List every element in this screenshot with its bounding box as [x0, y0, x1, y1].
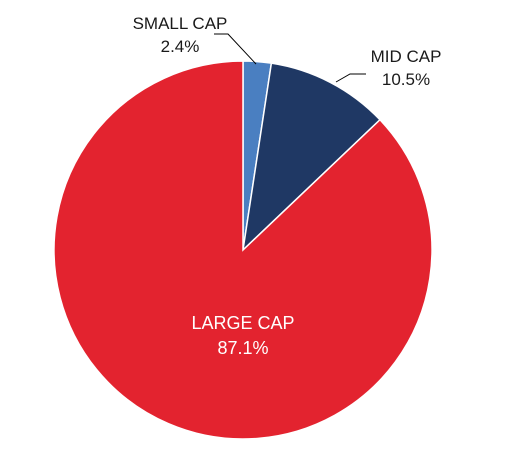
mid-cap-value: 10.5% — [382, 70, 430, 89]
large-cap-label: LARGE CAP — [191, 313, 294, 333]
large-cap-value: 87.1% — [217, 338, 268, 358]
mid-cap-leader-line — [335, 73, 366, 83]
pie-slice-large-cap — [53, 60, 433, 440]
pie-slices — [53, 60, 433, 440]
small-cap-value: 2.4% — [161, 37, 200, 56]
mid-cap-label: MID CAP — [371, 47, 442, 66]
small-cap-label: SMALL CAP — [133, 14, 228, 33]
small-cap-leader-line — [214, 33, 257, 65]
pie-slice-mid-cap — [241, 62, 382, 253]
